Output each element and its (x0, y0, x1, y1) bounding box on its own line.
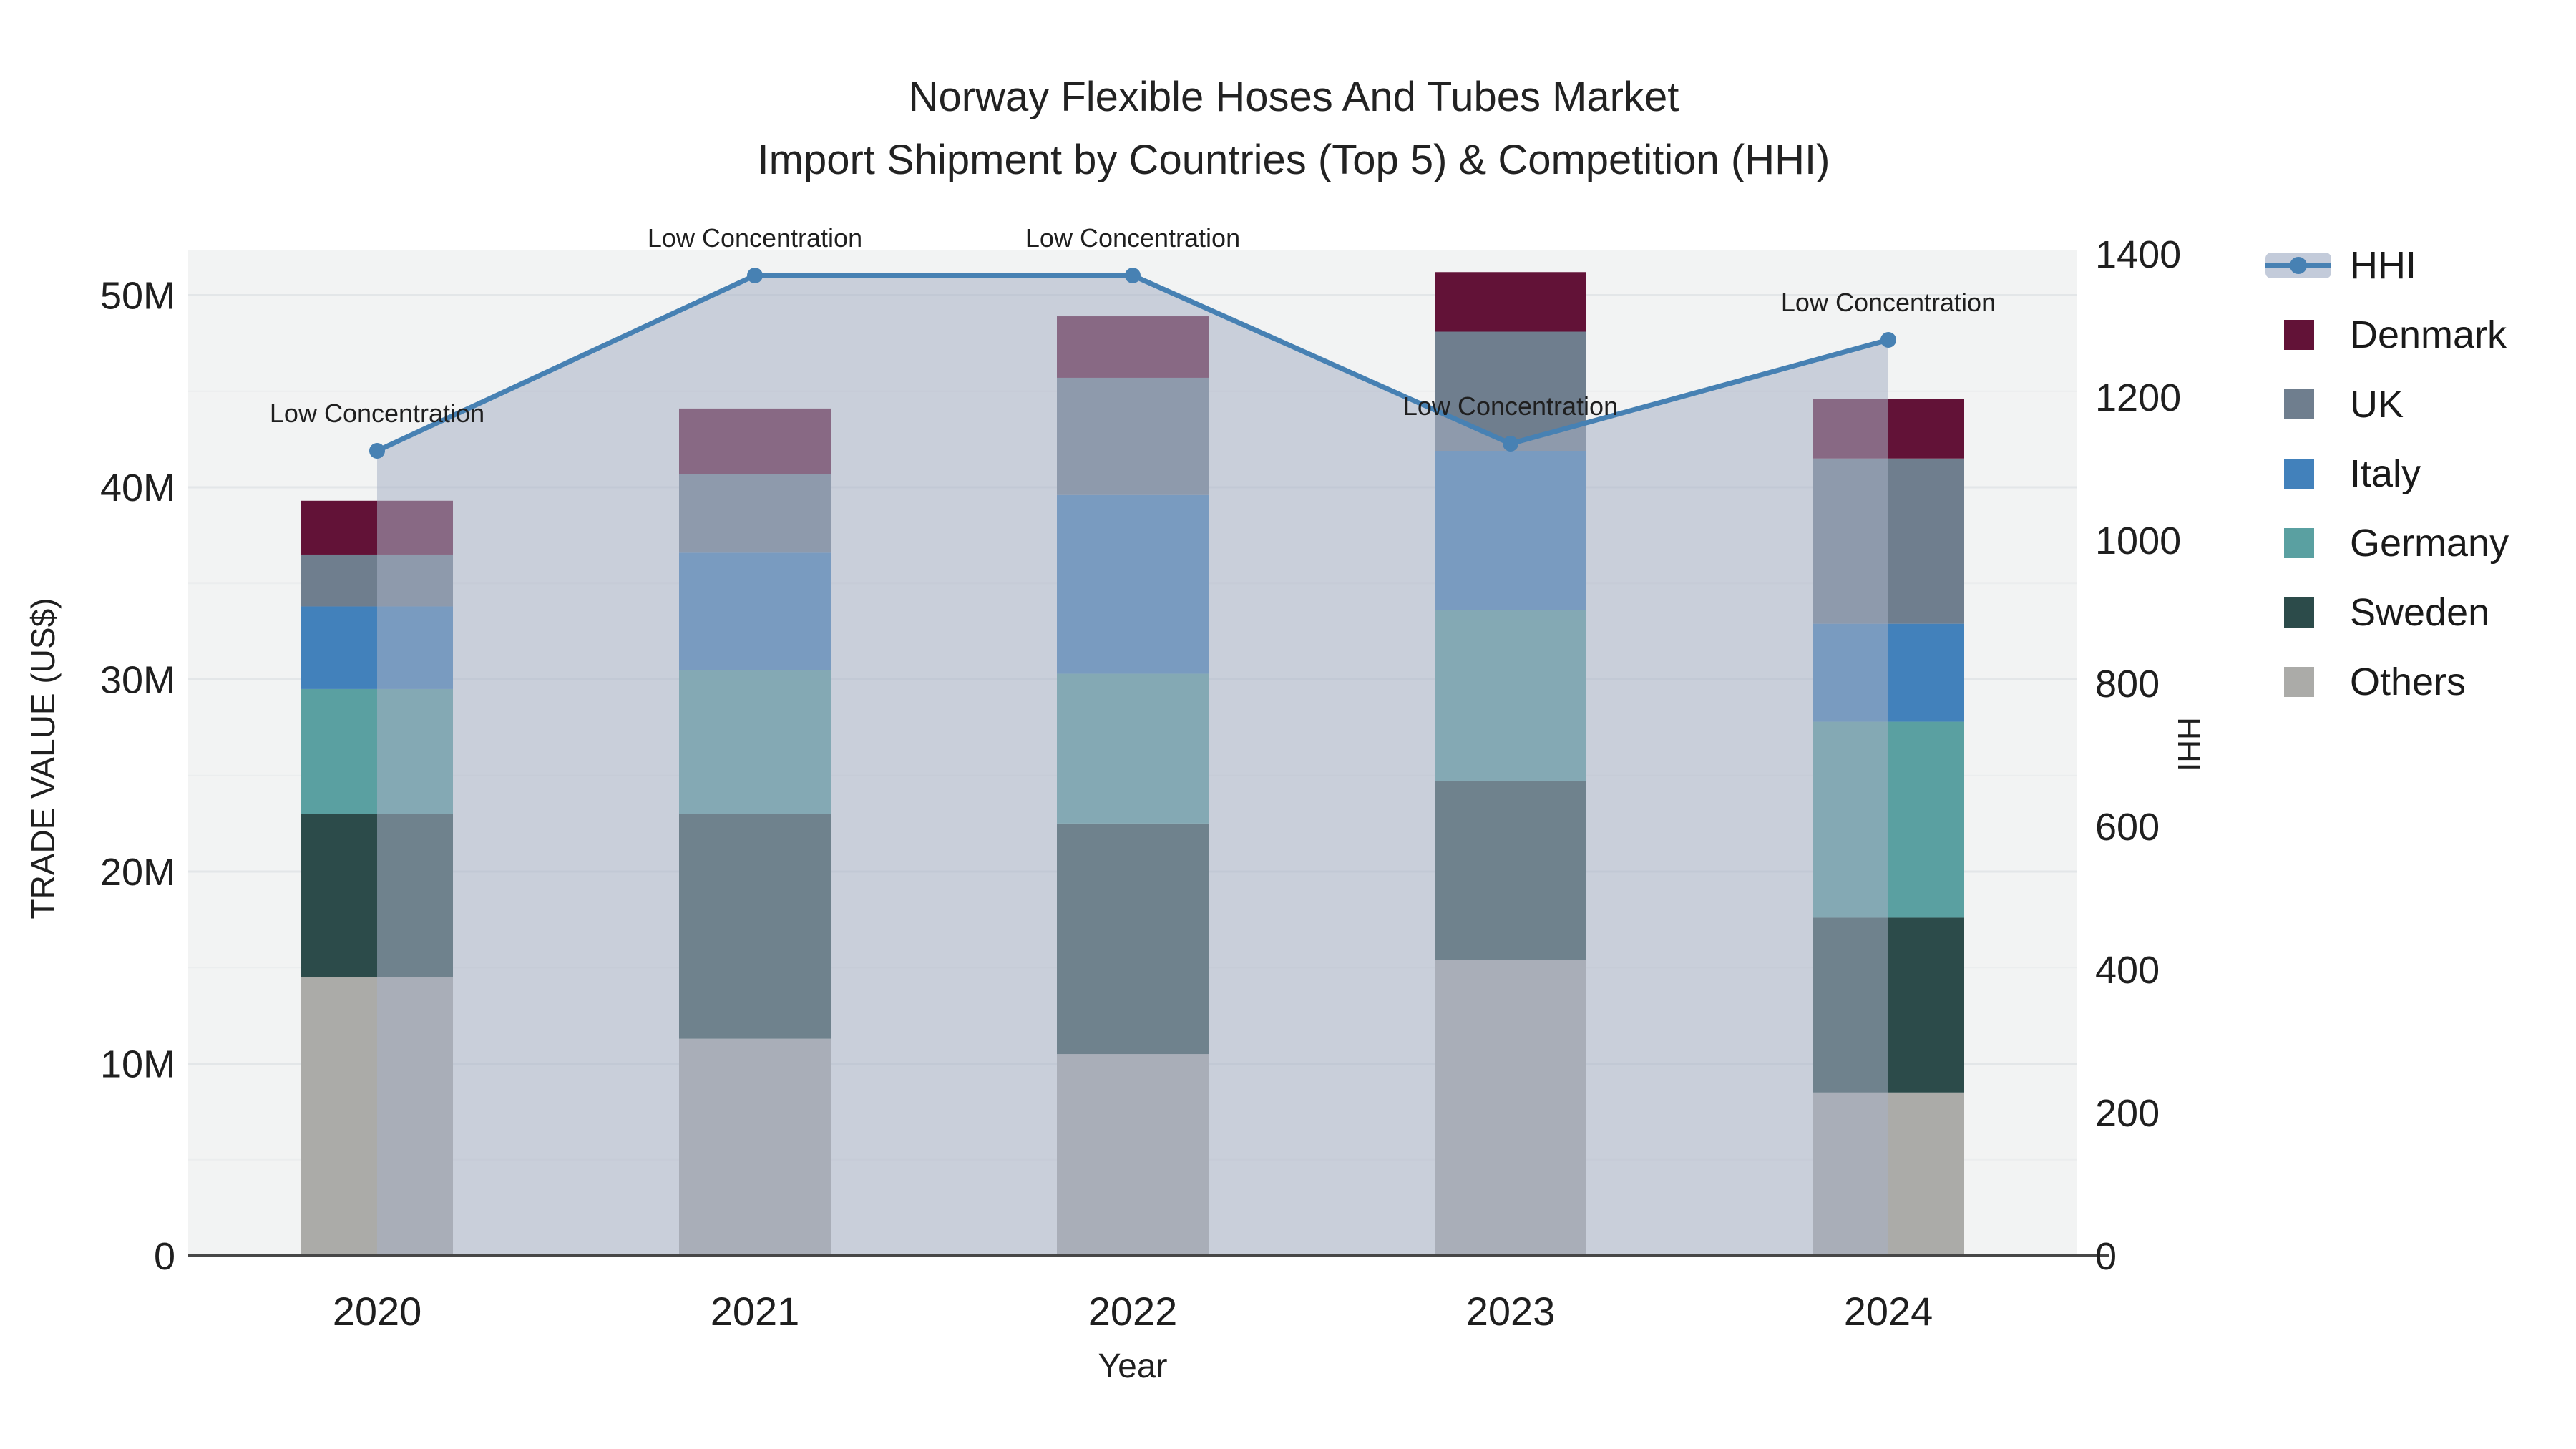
hhi-marker-2020[interactable] (369, 443, 385, 459)
hhi-marker-2022[interactable] (1125, 268, 1141, 283)
y-right-tick-label: 0 (2095, 1235, 2117, 1278)
legend-color-swatch-icon (2284, 666, 2314, 697)
legend-item-others[interactable]: Others (2265, 647, 2509, 716)
x-tick-label: 2024 (1844, 1289, 1933, 1334)
bar-segment-denmark-2023[interactable] (1435, 272, 1586, 332)
legend-swatch-others (2265, 666, 2331, 697)
annotation-low-concentration: Low Concentration (648, 223, 862, 253)
legend-color-swatch-icon (2284, 319, 2314, 350)
legend-swatch-sweden (2265, 597, 2331, 628)
chart-title: Norway Flexible Hoses And Tubes Market I… (758, 66, 1830, 192)
legend-label: Denmark (2350, 313, 2507, 356)
x-tick-label: 2023 (1466, 1289, 1556, 1334)
legend-label: Germany (2350, 521, 2509, 565)
x-axis-title: Year (1098, 1347, 1168, 1385)
legend-item-denmark[interactable]: Denmark (2265, 300, 2509, 369)
legend-label: Sweden (2350, 590, 2490, 634)
y-left-tick-label: 40M (100, 467, 175, 509)
annotation-low-concentration: Low Concentration (1781, 288, 1996, 317)
legend-item-italy[interactable]: Italy (2265, 439, 2509, 508)
hhi-area-swatch-icon (2265, 252, 2331, 278)
legend-color-swatch-icon (2284, 458, 2314, 489)
annotation-low-concentration: Low Concentration (1403, 391, 1618, 421)
annotation-low-concentration: Low Concentration (270, 399, 484, 428)
x-tick-label: 2022 (1088, 1289, 1178, 1334)
hhi-marker-swatch-icon (2290, 256, 2307, 274)
hhi-area-fill (377, 275, 1888, 1256)
y-right-tick-label: 1400 (2095, 233, 2181, 276)
y-right-tick-label: 1200 (2095, 376, 2181, 419)
legend-item-uk[interactable]: UK (2265, 369, 2509, 439)
legend-swatch-hhi (2265, 252, 2331, 278)
y-right-tick-label: 800 (2095, 663, 2160, 706)
legend-color-swatch-icon (2284, 527, 2314, 558)
hhi-marker-2023[interactable] (1503, 436, 1518, 452)
legend-color-swatch-icon (2284, 389, 2314, 419)
hhi-marker-2021[interactable] (747, 268, 763, 283)
legend-label: HHI (2350, 243, 2416, 287)
y-left-tick-label: 10M (100, 1043, 175, 1086)
legend-swatch-uk (2265, 389, 2331, 419)
legend-item-germany[interactable]: Germany (2265, 508, 2509, 577)
legend-swatch-italy (2265, 458, 2331, 489)
y-right-tick-label: 1000 (2095, 519, 2181, 562)
legend-item-hhi[interactable]: HHI (2265, 230, 2509, 300)
y-right-tick-label: 400 (2095, 949, 2160, 992)
y-left-tick-label: 50M (100, 275, 175, 318)
legend-label: Others (2350, 660, 2467, 703)
legend-label: Italy (2350, 452, 2421, 495)
y-right-tick-label: 200 (2095, 1092, 2160, 1135)
legend-label: UK (2350, 382, 2404, 426)
chart-legend: HHI Denmark UK Italy Germany Sweden Others (2265, 230, 2509, 716)
legend-swatch-germany (2265, 527, 2331, 558)
annotation-low-concentration: Low Concentration (1025, 223, 1240, 253)
legend-color-swatch-icon (2284, 597, 2314, 628)
y-left-tick-label: 0 (154, 1235, 175, 1278)
y-left-tick-label: 30M (100, 659, 175, 702)
chart-title-line1: Norway Flexible Hoses And Tubes Market (908, 74, 1679, 120)
legend-item-sweden[interactable]: Sweden (2265, 577, 2509, 647)
legend-swatch-denmark (2265, 319, 2331, 350)
y-left-tick-label: 20M (100, 851, 175, 894)
y-right-tick-label: 600 (2095, 806, 2160, 849)
hhi-marker-2024[interactable] (1880, 332, 1896, 348)
x-tick-label: 2020 (333, 1289, 422, 1334)
x-tick-label: 2021 (711, 1289, 800, 1334)
chart-title-line2: Import Shipment by Countries (Top 5) & C… (757, 137, 1830, 183)
